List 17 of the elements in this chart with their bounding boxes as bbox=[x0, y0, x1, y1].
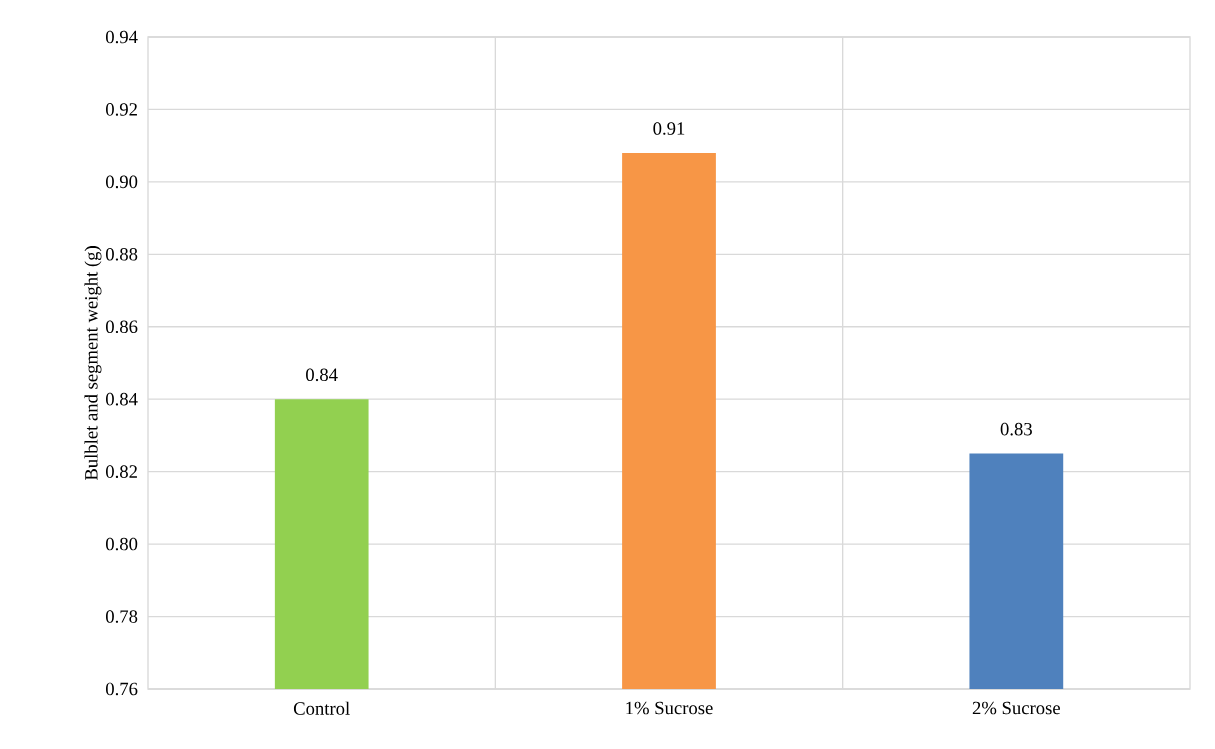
x-tick-label: 1% Sucrose bbox=[626, 701, 713, 715]
y-tick-label: 0.78 bbox=[106, 610, 138, 623]
y-tick-label: 0.84 bbox=[106, 392, 138, 406]
y-tick-label: 0.80 bbox=[106, 537, 138, 551]
x-tick-label: 2% Sucrose bbox=[972, 701, 1060, 715]
data-label: 0.83 bbox=[1000, 422, 1032, 436]
x-tick-label: Control bbox=[293, 701, 350, 715]
y-tick-label: 0.94 bbox=[106, 30, 138, 44]
y-tick-label: 0.82 bbox=[106, 465, 137, 478]
y-tick-label: 0.88 bbox=[106, 247, 138, 261]
y-tick-label: 0.86 bbox=[106, 320, 138, 334]
data-label: 0.84 bbox=[306, 368, 338, 382]
y-tick-label: 0.90 bbox=[106, 175, 138, 189]
y-tick-label: 0.76 bbox=[106, 682, 138, 696]
data-label: 0.91 bbox=[653, 122, 685, 135]
y-tick-label: 0.92 bbox=[106, 103, 137, 116]
y-axis-title: Bulblet and segment weight (g) bbox=[84, 246, 102, 481]
